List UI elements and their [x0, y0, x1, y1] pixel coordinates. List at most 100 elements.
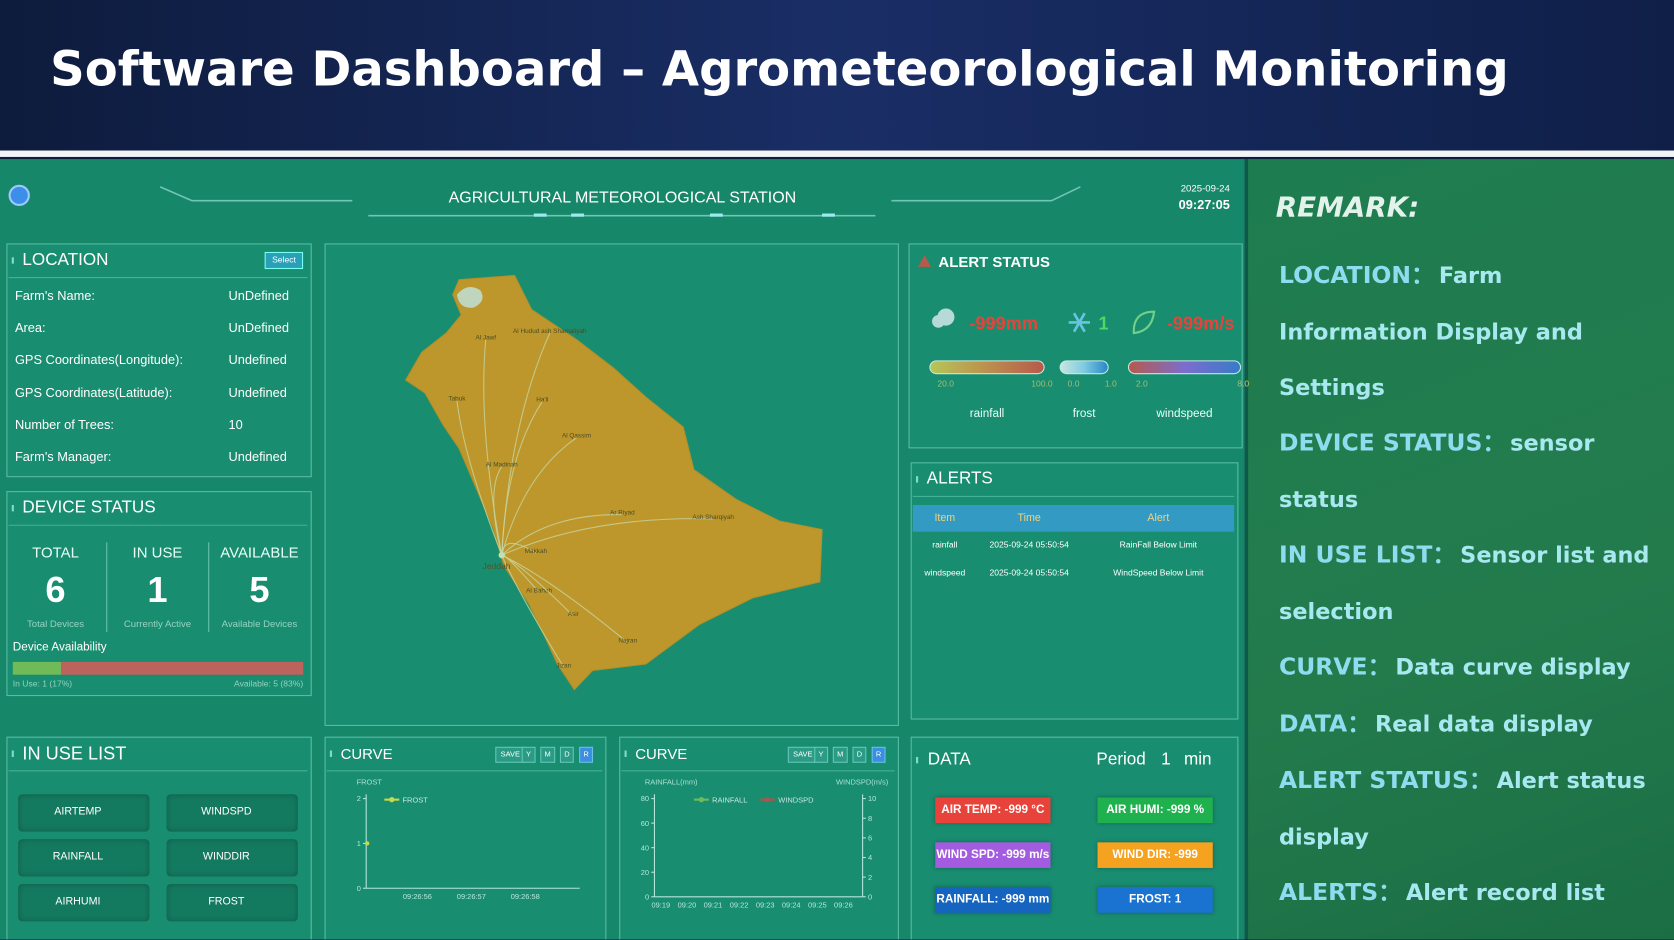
- y-tick-label: 1: [357, 839, 361, 848]
- title-accent: [11, 257, 14, 264]
- remark-key: ALERT STATUS：: [1278, 767, 1493, 795]
- panel-title: CURVE: [635, 745, 688, 763]
- x-tick-label: 09:26: [834, 900, 853, 909]
- gauge-max: 100.0: [1031, 378, 1053, 388]
- curve-button[interactable]: M: [540, 746, 556, 763]
- curve-button[interactable]: SAVE: [787, 746, 818, 763]
- curve-button[interactable]: Y: [814, 746, 828, 763]
- gauge-min: 2.0: [1136, 378, 1148, 388]
- curve-button[interactable]: Y: [521, 746, 536, 763]
- reading-text: RAINFALL: -999 mm: [936, 893, 1050, 906]
- curve-button[interactable]: M: [832, 746, 848, 763]
- alert-cell: rainfall: [932, 540, 958, 550]
- deco-dash: [709, 213, 723, 217]
- map-label: Ar Riyad: [610, 510, 635, 517]
- map-lake: [456, 286, 483, 308]
- sensor-name[interactable]: WINDDIR: [202, 850, 250, 863]
- location-value: 10: [228, 417, 243, 433]
- curve-button[interactable]: D: [559, 746, 574, 763]
- gauge-max: 1.0: [1105, 378, 1117, 388]
- map-hub: [498, 551, 505, 559]
- panel-title: ALERT STATUS: [938, 253, 1050, 271]
- location-label: Farm's Name:: [14, 288, 95, 304]
- station-time: 09:27:05: [1178, 197, 1230, 213]
- header-title: Software Dashboard – Agrometeorological …: [50, 40, 1509, 98]
- remark-text: Alert record list: [1405, 879, 1606, 906]
- map-link: [501, 437, 577, 556]
- deco-dash: [822, 213, 835, 217]
- sensor-button[interactable]: [18, 794, 150, 832]
- alert-cell: WindSpeed Below Limit: [1113, 567, 1204, 578]
- y2-tick-label: 0: [868, 892, 872, 901]
- cloud-icon: [932, 314, 945, 328]
- x-tick-label: 09:19: [651, 900, 670, 909]
- station-date: 2025-09-24: [1180, 183, 1230, 194]
- reading-box: [1097, 797, 1213, 824]
- remark-key: DEVICE STATUS：: [1278, 430, 1506, 457]
- gauge-bar: [1127, 360, 1242, 375]
- column-header: Item: [934, 512, 956, 525]
- y-tick-label: 2: [357, 794, 361, 803]
- stat-value: 5: [249, 570, 270, 611]
- map-label: Al Qassim: [562, 433, 591, 440]
- map-label: Al Madinah: [486, 462, 518, 469]
- panel: [324, 243, 899, 726]
- remark-item: CURVE： Data curve display: [1279, 639, 1653, 696]
- sensor-name[interactable]: RAINFALL: [52, 850, 104, 863]
- location-value: Undefined: [228, 384, 287, 400]
- x-tick-label: 09:21: [704, 900, 723, 909]
- curve-button[interactable]: R: [871, 746, 886, 763]
- sensor-button[interactable]: [18, 839, 150, 877]
- map-label: Asir: [568, 611, 580, 618]
- gauge-label: frost: [1072, 407, 1096, 421]
- map-link: [501, 554, 565, 668]
- y2-tick-label: 6: [868, 834, 872, 843]
- map-link: [501, 401, 543, 556]
- remark-list: LOCATION： Farm Information Display and Se…: [1279, 248, 1653, 922]
- curve-button[interactable]: R: [579, 746, 594, 763]
- remark-key: IN USE LIST：: [1278, 542, 1456, 570]
- remark-text: Sensor list and selection: [1278, 542, 1650, 625]
- remark-panel: [1244, 159, 1674, 940]
- remark-key: LOCATION：: [1278, 262, 1435, 290]
- sensor-name[interactable]: AIRHUMI: [55, 895, 101, 908]
- panel: [6, 243, 312, 478]
- stat-value: 6: [45, 570, 66, 611]
- y2-tick-label: 4: [868, 853, 872, 862]
- column-header: Alert: [1147, 512, 1170, 525]
- map-link: [483, 339, 503, 556]
- sensor-button[interactable]: [166, 794, 298, 832]
- panel: [324, 736, 607, 940]
- legend-label: RAINFALL: [712, 795, 747, 804]
- map-label: Najran: [618, 638, 637, 645]
- title-accent: [916, 476, 919, 483]
- stat-caption: Total Devices: [26, 618, 85, 630]
- alert-cell: 2025-09-24 05:50:54: [989, 567, 1069, 578]
- x-tick-label: 09:26:56: [403, 892, 432, 901]
- map-label: Ha'il: [536, 396, 548, 403]
- title-accent: [11, 504, 14, 512]
- sensor-name[interactable]: AIRTEMP: [54, 806, 102, 818]
- status-orb: [8, 184, 30, 207]
- column-header: Time: [1017, 512, 1041, 525]
- x-tick-label: 09:25: [808, 900, 827, 909]
- gauge-reading: 1: [1098, 313, 1109, 334]
- sensor-button[interactable]: [166, 883, 298, 922]
- y-axis-label: RAINFALL(mm): [645, 778, 698, 787]
- station-title: AGRICULTURAL METEOROLOGICAL STATION: [448, 188, 797, 207]
- sensor-name[interactable]: WINDSPD: [201, 806, 252, 818]
- sensor-name[interactable]: FROST: [208, 895, 245, 908]
- title-accent: [916, 756, 919, 764]
- location-label: GPS Coordinates(Longitude):: [14, 352, 184, 368]
- stat-label: IN USE: [132, 543, 183, 561]
- map-link: [501, 554, 629, 644]
- sensor-button[interactable]: [166, 839, 298, 877]
- select-button[interactable]: Select: [264, 251, 304, 270]
- sensor-button[interactable]: [18, 883, 150, 922]
- map-label: Al Hudud ash Shamaliyah: [513, 328, 587, 335]
- legend-dot: [389, 796, 395, 803]
- curve-button[interactable]: D: [852, 746, 867, 763]
- map-link: [501, 542, 537, 556]
